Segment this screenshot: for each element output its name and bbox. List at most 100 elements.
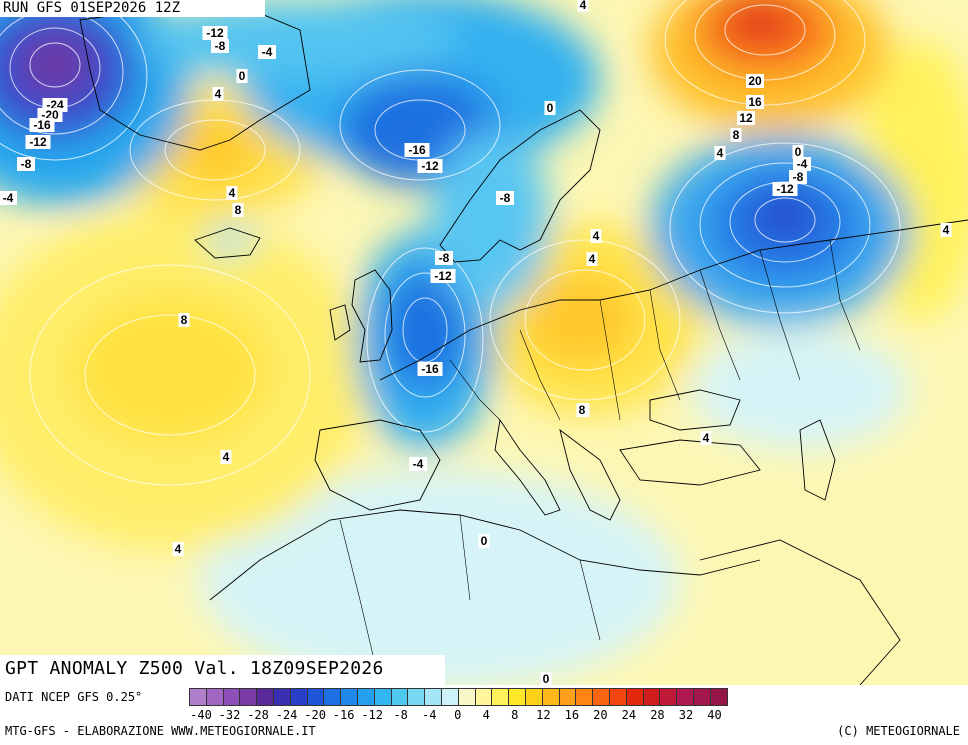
contour-label-bg <box>590 229 602 243</box>
contour-label-bg <box>226 186 238 200</box>
contour-label: 0 <box>239 69 246 83</box>
contour-label: 4 <box>229 186 236 200</box>
contour-label: -12 <box>434 269 452 283</box>
scale-swatch <box>709 688 728 706</box>
contour-label: 4 <box>703 431 710 445</box>
color-scale-ticks: -40 -32 -28 -24 -20 -16 -12 -8 -4 0 4 8 12 16 20 24 28 32… <box>189 708 968 722</box>
contour-label: 4 <box>943 223 950 237</box>
contour-label-bg <box>25 135 51 149</box>
contour-label: 0 <box>543 672 550 685</box>
contour-label-bg <box>586 252 598 266</box>
scale-swatch <box>222 688 241 706</box>
contour-label: 8 <box>579 403 586 417</box>
scale-tick-label: -40 <box>190 708 212 722</box>
scale-swatch <box>592 688 610 706</box>
scale-swatch <box>306 688 325 706</box>
contour-label-bg <box>940 223 952 237</box>
contour-label-bg <box>746 95 764 109</box>
contour-label: -8 <box>215 39 226 53</box>
contour-label: 8 <box>181 313 188 327</box>
contour-label-bg <box>417 362 443 376</box>
contour-label: -16 <box>33 118 51 132</box>
scale-tick-label: 32 <box>678 708 694 722</box>
scale-swatch <box>390 688 409 706</box>
contour-label: 4 <box>215 87 222 101</box>
contour-label: -4 <box>3 191 14 205</box>
scale-swatch <box>289 688 308 706</box>
data-source-label: DATI NCEP GFS 0.25° <box>5 690 143 704</box>
contour-label-bg <box>792 145 804 159</box>
contour-label: 12 <box>739 111 753 125</box>
contour-label: -12 <box>29 135 47 149</box>
contour-label-bg <box>17 157 35 171</box>
contour-label: -12 <box>421 159 439 173</box>
contour-label: 20 <box>748 74 762 88</box>
contour-label: -8 <box>793 170 804 184</box>
contour-label: 8 <box>733 128 740 142</box>
contour-label-bg <box>577 0 589 12</box>
scale-tick-label: -32 <box>218 708 241 722</box>
scale-tick-label: 4 <box>482 708 490 722</box>
contour-label-bg <box>0 191 17 205</box>
scale-tick-label: 12 <box>536 708 551 722</box>
credit-label: MTG-GFS - ELABORAZIONE WWW.METEOGIORNALE… <box>5 724 316 738</box>
contour-label-bg <box>540 672 552 685</box>
scale-swatch <box>608 688 627 706</box>
contour-label-bg <box>178 313 190 327</box>
scale-swatch <box>256 688 274 706</box>
contour-label: 0 <box>795 145 802 159</box>
contour-label: -8 <box>500 191 511 205</box>
scale-tick-label: -16 <box>332 708 355 722</box>
scale-tick-label: 8 <box>511 708 519 722</box>
scale-swatch <box>457 688 476 706</box>
run-info-label: RUN GFS 01SEP2026 12Z <box>0 0 265 17</box>
scale-swatch <box>508 688 526 706</box>
contour-label-bg <box>417 159 443 173</box>
contour-label-bg <box>789 170 807 184</box>
anomaly-fields <box>0 0 968 685</box>
contour-label: 4 <box>223 450 230 464</box>
contour-label: -4 <box>797 157 808 171</box>
contour-label-bg <box>746 74 764 88</box>
contour-label-bg <box>435 251 453 265</box>
scale-tick-label: -4 <box>421 708 437 722</box>
contour-label-bg <box>409 457 427 471</box>
contour-label-bg <box>737 111 755 125</box>
scale-swatch <box>340 688 358 706</box>
contour-label: -12 <box>776 182 794 196</box>
contour-label-bg <box>478 534 490 548</box>
contour-label: -4 <box>262 45 273 59</box>
scale-swatch <box>692 688 711 706</box>
contour-label-bg <box>496 191 514 205</box>
scale-swatch <box>323 688 342 706</box>
contour-label: -16 <box>408 143 426 157</box>
scale-swatch <box>440 688 459 706</box>
contour-label-bg <box>236 69 248 83</box>
scale-tick-label: -20 <box>304 708 326 722</box>
anomaly-map: -12-8 -404-24-20-16-12-8-4 484-16-120-8-8-… <box>0 0 968 685</box>
contour-label: 8 <box>235 203 242 217</box>
contour-label-bg <box>576 403 588 417</box>
contour-label-bg <box>202 26 228 40</box>
contour-label: 4 <box>175 542 182 556</box>
scale-swatch <box>575 688 594 706</box>
map-title: GPT ANOMALY Z500 Val. 18Z09SEP2026 <box>0 655 445 685</box>
contour-label-bg <box>404 143 430 157</box>
contour-label-bg <box>714 146 726 160</box>
contour-label-bg <box>544 101 556 115</box>
scale-swatch <box>676 688 694 706</box>
scale-tick-label: -28 <box>247 708 269 722</box>
scale-swatch <box>189 688 207 706</box>
scale-tick-label: 20 <box>593 708 608 722</box>
contour-label: -8 <box>439 251 450 265</box>
scale-swatch <box>642 688 661 706</box>
scale-swatch <box>205 688 224 706</box>
contour-label-bg <box>258 45 276 59</box>
scale-tick-label: 28 <box>650 708 665 722</box>
contour-label-bg <box>730 128 742 142</box>
color-scale-bar <box>189 688 728 706</box>
contour-label: 4 <box>717 146 724 160</box>
scale-tick-label: -12 <box>361 708 383 722</box>
contour-label: 16 <box>748 95 762 109</box>
